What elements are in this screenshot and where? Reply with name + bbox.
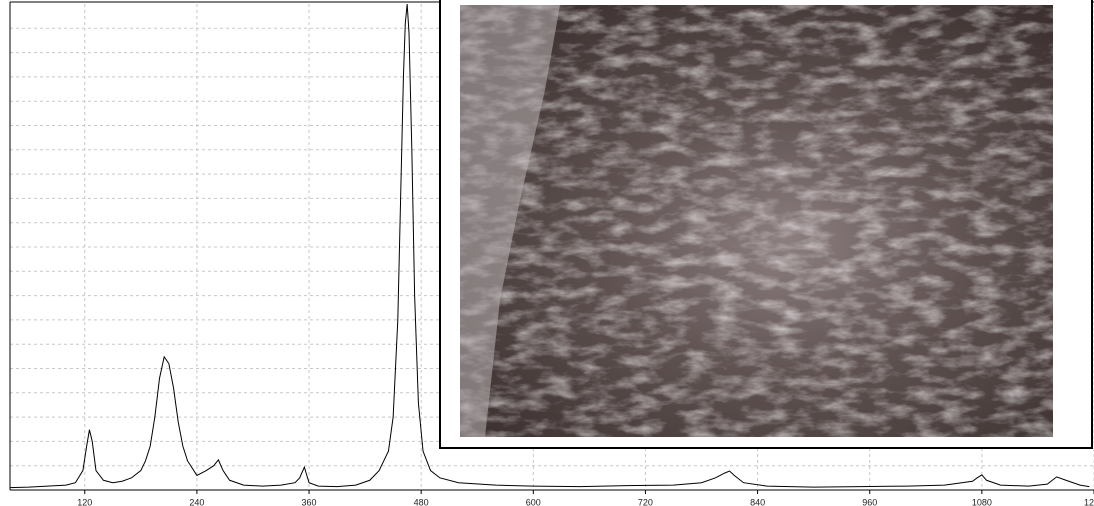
x-tick-label: 960 — [862, 497, 877, 506]
x-tick-label: 840 — [750, 497, 765, 506]
x-tick-label: 1080 — [972, 497, 992, 506]
x-tick-label: 360 — [302, 497, 317, 506]
spectrum-line — [9, 3, 1090, 489]
x-tick-label: 1200 — [1084, 497, 1094, 506]
x-tick-label: 600 — [526, 497, 541, 506]
inset-photo — [439, 0, 1093, 449]
x-tick-label: 120 — [77, 497, 92, 506]
x-tick-label: 720 — [638, 497, 653, 506]
photo-edge — [460, 5, 560, 437]
x-tick-label: 480 — [414, 497, 429, 506]
photo-texture — [460, 5, 1053, 437]
x-tick-label: 240 — [189, 497, 204, 506]
